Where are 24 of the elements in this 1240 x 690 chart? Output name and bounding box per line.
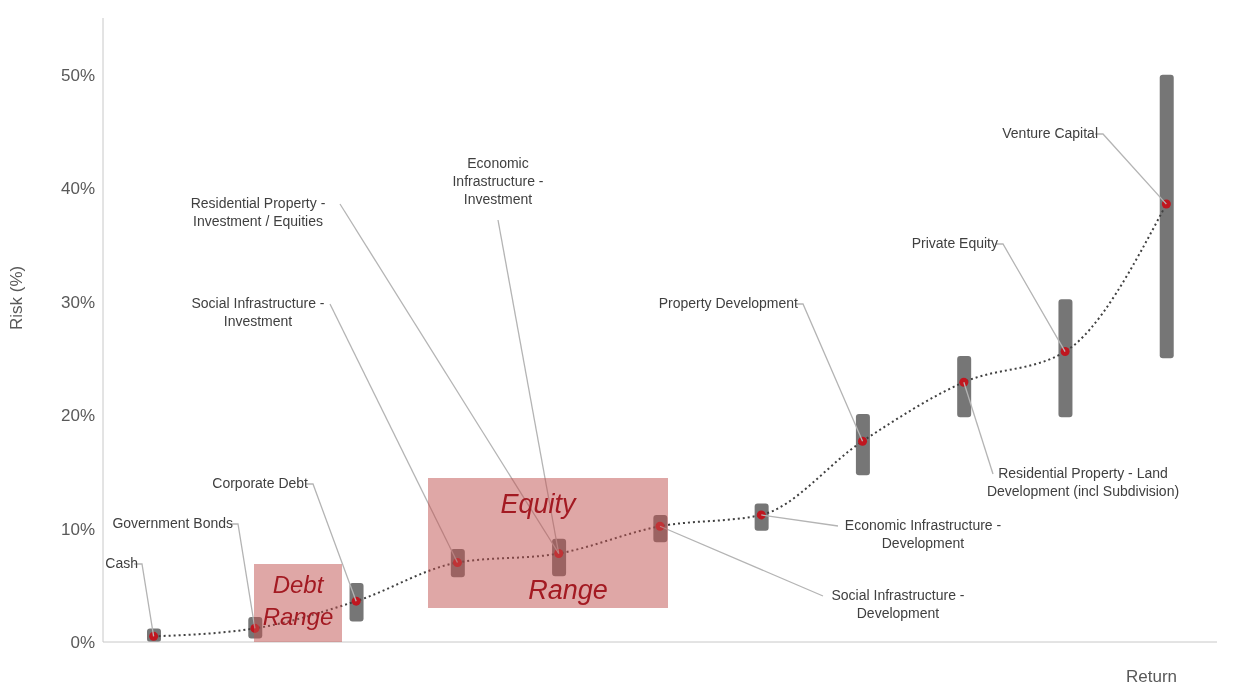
annotation: Social Infrastructure - Development	[831, 587, 965, 621]
bar	[1159, 74, 1174, 359]
annotation: Economic Infrastructure - Development	[844, 517, 1002, 551]
text: Equity Range	[500, 489, 608, 605]
bar	[855, 413, 870, 476]
y-tick-label: 50%	[60, 65, 95, 85]
annotation: Corporate Debt	[212, 475, 309, 491]
x-axis-title: Return	[1125, 667, 1177, 686]
y-tick-label: 20%	[60, 406, 95, 426]
annotation: Government Bonds	[112, 515, 233, 531]
annotation: Economic Infrastructure - Investment	[452, 155, 544, 207]
y-tick-label: 40%	[60, 179, 95, 199]
y-tick-label: 30%	[60, 292, 95, 312]
bar	[1058, 299, 1073, 418]
annotation: Property Development	[658, 295, 799, 311]
y-axis-title: Risk (%)	[7, 265, 27, 330]
y-tick-label: 0%	[70, 633, 95, 653]
annotation: Residential Property - Investment / Equities	[190, 195, 326, 229]
y-tick-label: 10%	[60, 519, 95, 539]
annotation: Cash	[105, 555, 138, 571]
annotation: Private Equity	[911, 235, 998, 251]
annotation: Venture Capital	[1002, 125, 1098, 141]
annotation: Social Infrastructure - Investment	[191, 295, 325, 329]
annotation: Residential Property - Land Development (incl Subdivision)	[986, 465, 1180, 499]
